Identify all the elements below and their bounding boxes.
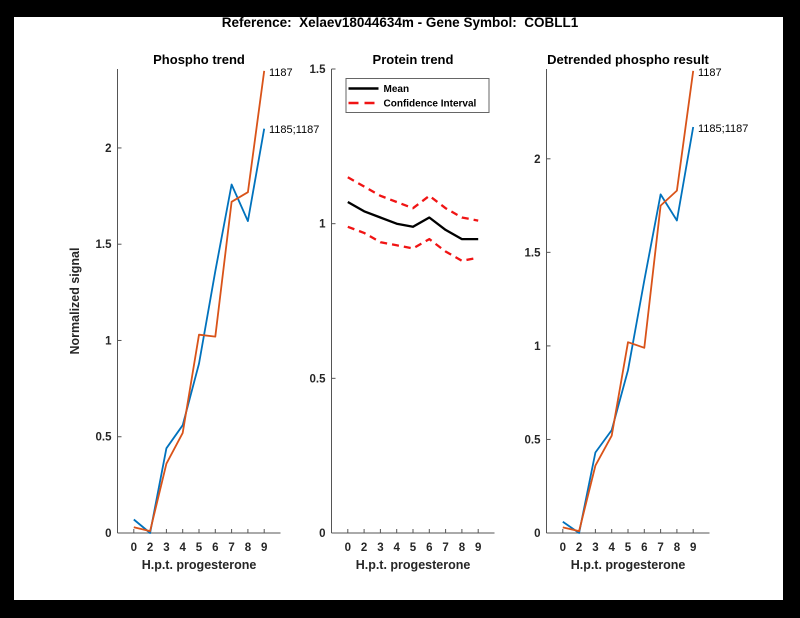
y-tick-label: 1.5 <box>525 247 542 259</box>
x-tick-label: 4 <box>179 542 186 554</box>
series-line-1187 <box>562 70 695 532</box>
y-tick-label: 2 <box>534 154 540 166</box>
y-tick-label: 1 <box>105 335 112 347</box>
x-tick-label: 6 <box>212 542 218 554</box>
subplot-panels: 0 2 3 4 5 6 7 8 900.511.520 2 3 4 5 6 7 8 900.511.50 2 3 4 5… <box>96 64 710 554</box>
x-tick-label: 5 <box>625 542 632 554</box>
line-end-label-p3-orange: 1187 <box>698 67 722 79</box>
y-tick-label: 1.5 <box>96 239 113 251</box>
y-tick-label: 0.5 <box>310 373 327 385</box>
x-tick-label: 9 <box>261 542 267 554</box>
x-tick-label: 4 <box>608 542 615 554</box>
x-tick-label: 7 <box>228 542 234 554</box>
line-end-label-p1-blue: 1185;1187 <box>269 124 319 136</box>
x-tick-label: 8 <box>674 542 681 554</box>
series-line-confidence-interval-lower <box>347 225 479 262</box>
panel1-yaxis-label: Normalized signal <box>68 248 82 355</box>
panel-detrended-phospho-result: 0 2 3 4 5 6 7 8 900.511.52 <box>525 69 710 554</box>
y-tick-label: 1.5 <box>310 64 327 76</box>
y-tick-label: 2 <box>105 143 111 155</box>
series-line-1187 <box>133 70 266 532</box>
x-tick-label: 2 <box>361 542 367 554</box>
legend-ci-label: Confidence Interval <box>384 99 477 110</box>
x-tick-label: 8 <box>245 542 252 554</box>
panel2-title: Protein trend <box>373 52 454 67</box>
legend-box <box>345 78 490 113</box>
y-tick-label: 0.5 <box>525 434 542 446</box>
x-tick-label: 6 <box>426 542 432 554</box>
x-tick-label: 3 <box>592 542 598 554</box>
x-tick-label: 9 <box>690 542 696 554</box>
y-tick-label: 0.5 <box>96 432 113 444</box>
figure-paper <box>14 17 783 600</box>
x-tick-label: 0 <box>345 542 351 554</box>
panel1-xaxis-label: H.p.t. progesterone <box>142 558 257 572</box>
y-tick-label: 1 <box>534 341 541 353</box>
series-line-1185-1187 <box>133 128 266 534</box>
x-tick-label: 9 <box>475 542 481 554</box>
series-line-mean <box>347 201 479 241</box>
x-tick-label: 2 <box>147 542 153 554</box>
legend-mean-label: Mean <box>384 84 410 95</box>
figure-title: Reference: Xelaev18044634m - Gene Symbol… <box>221 15 579 30</box>
panel1-title: Phospho trend <box>153 52 245 67</box>
y-tick-label: 0 <box>105 528 111 540</box>
x-tick-label: 0 <box>131 542 137 554</box>
x-tick-label: 7 <box>442 542 448 554</box>
y-tick-label: 0 <box>534 528 540 540</box>
x-tick-label: 8 <box>459 542 466 554</box>
x-tick-label: 2 <box>576 542 582 554</box>
x-tick-label: 3 <box>163 542 169 554</box>
legend: Mean Confidence Interval <box>345 78 490 113</box>
x-tick-label: 7 <box>657 542 663 554</box>
panel-phospho-trend: 0 2 3 4 5 6 7 8 900.511.52 <box>96 69 281 554</box>
x-tick-label: 4 <box>393 542 400 554</box>
x-tick-label: 3 <box>377 542 383 554</box>
line-end-label-p1-orange: 1187 <box>269 67 293 79</box>
x-tick-label: 0 <box>560 542 566 554</box>
x-tick-label: 5 <box>196 542 203 554</box>
y-tick-label: 0 <box>319 528 325 540</box>
panel3-title: Detrended phospho result <box>547 52 709 67</box>
x-tick-label: 6 <box>641 542 647 554</box>
y-tick-label: 1 <box>319 219 326 231</box>
line-end-label-p3-blue: 1185;1187 <box>698 123 748 135</box>
series-line-confidence-interval-upper <box>347 176 479 222</box>
panel-protein-trend: 0 2 3 4 5 6 7 8 900.511.5 <box>310 64 495 554</box>
panel2-xaxis-label: H.p.t. progesterone <box>356 558 471 572</box>
x-tick-label: 5 <box>410 542 417 554</box>
panel3-xaxis-label: H.p.t. progesterone <box>571 558 686 572</box>
